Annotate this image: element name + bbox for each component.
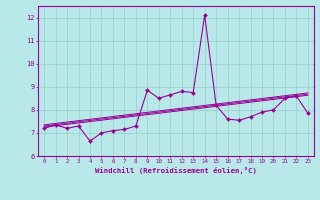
X-axis label: Windchill (Refroidissement éolien,°C): Windchill (Refroidissement éolien,°C): [95, 167, 257, 174]
